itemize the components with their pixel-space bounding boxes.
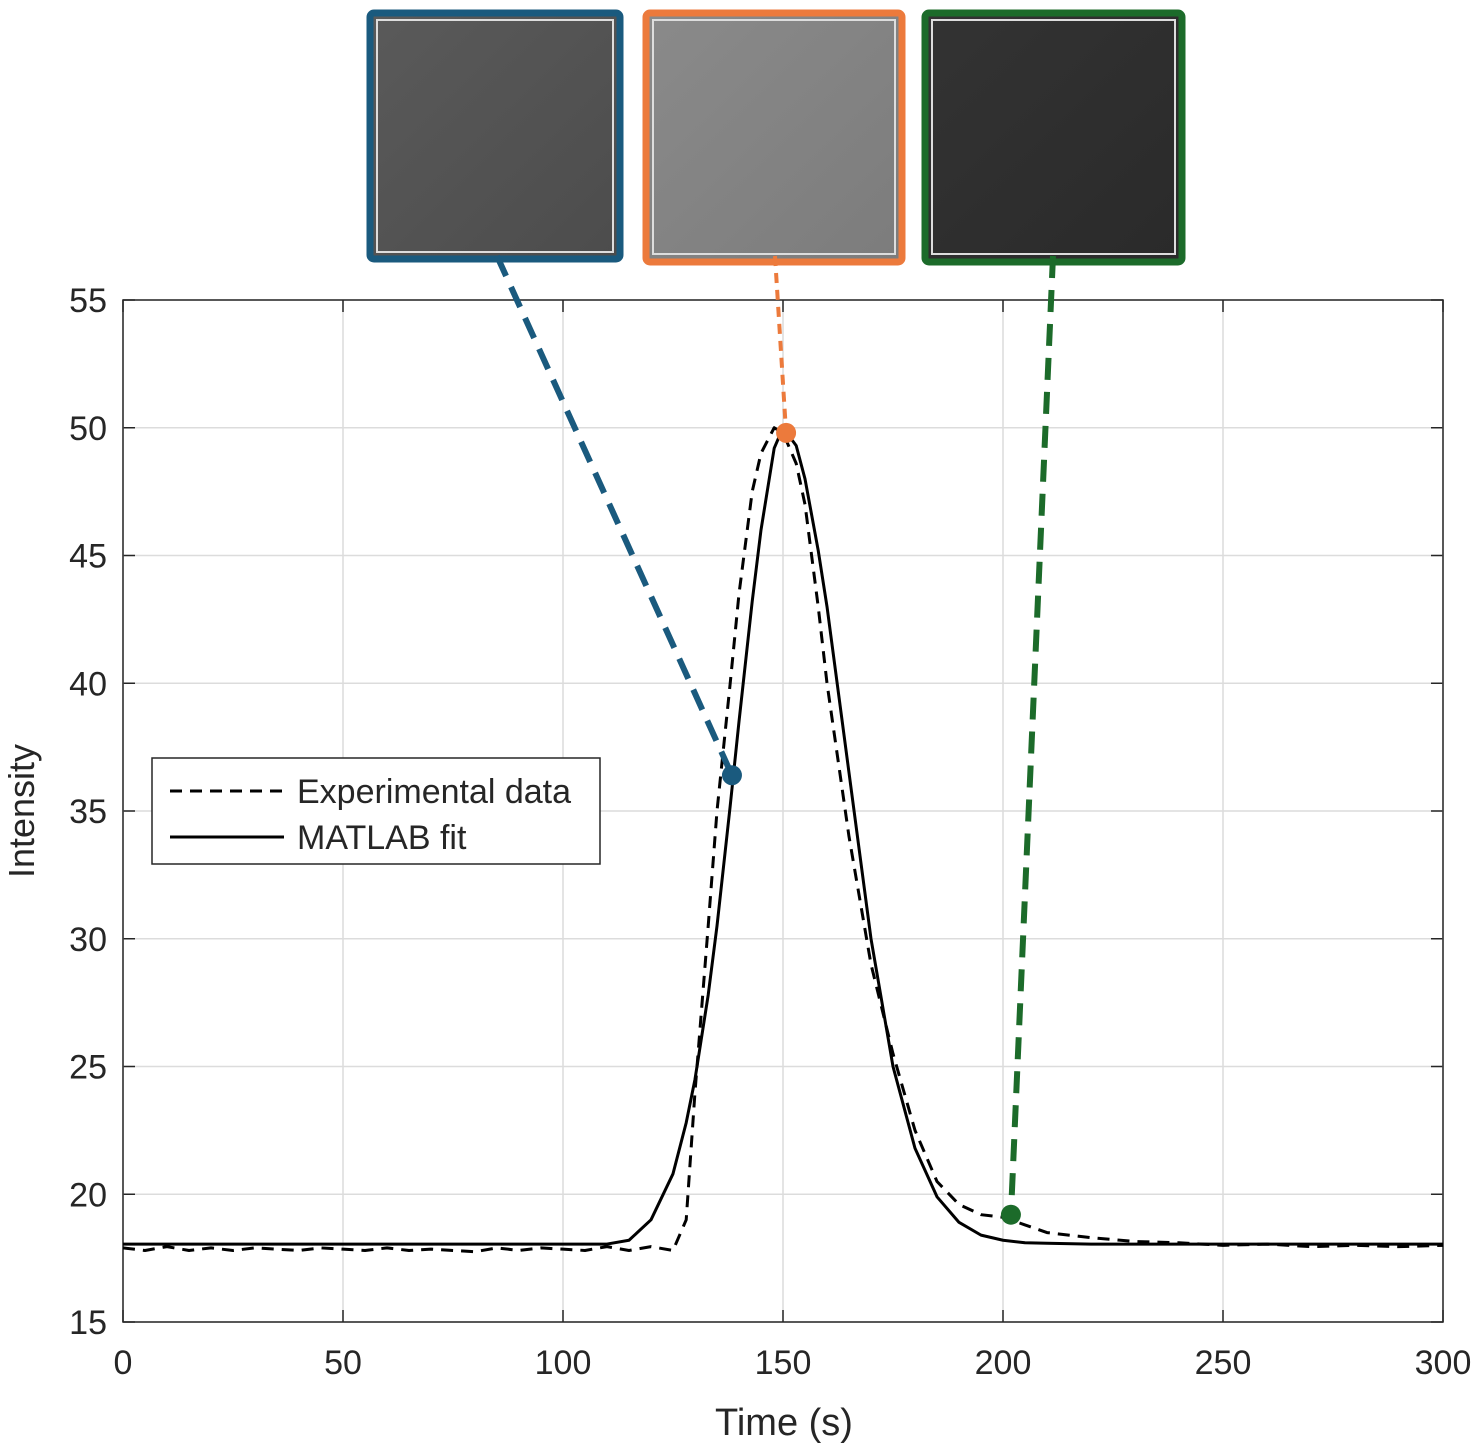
y-tick-label: 15 bbox=[69, 1304, 107, 1342]
y-tick-label: 40 bbox=[69, 665, 107, 703]
connector bbox=[773, 255, 789, 433]
x-tick-label: 300 bbox=[1415, 1344, 1472, 1382]
connector bbox=[494, 254, 735, 777]
x-axis-label: Time (s) bbox=[715, 1402, 853, 1444]
inset-frame bbox=[931, 19, 1176, 255]
x-tick-label: 0 bbox=[114, 1344, 133, 1382]
y-tick-label: 55 bbox=[69, 282, 107, 320]
y-tick-label: 25 bbox=[69, 1049, 107, 1087]
y-tick-label: 35 bbox=[69, 793, 107, 831]
series-line bbox=[123, 426, 1443, 1246]
y-tick-label: 45 bbox=[69, 538, 107, 576]
inset-image bbox=[366, 9, 624, 263]
inset-frame bbox=[652, 19, 896, 255]
inset-image bbox=[642, 9, 906, 266]
y-tick-label: 30 bbox=[69, 921, 107, 959]
inset-frame bbox=[376, 19, 614, 253]
legend-box bbox=[151, 757, 601, 865]
connector bbox=[1007, 255, 1056, 1215]
legend-label: Experimental data bbox=[297, 773, 571, 811]
y-axis-label: Intensity bbox=[1, 744, 42, 878]
x-tick-label: 100 bbox=[535, 1344, 592, 1382]
y-tick-label: 50 bbox=[69, 410, 107, 448]
insets bbox=[366, 9, 1186, 266]
highlight-point bbox=[721, 765, 742, 786]
plot-frame bbox=[122, 299, 1444, 1323]
x-tick-label: 250 bbox=[1195, 1344, 1252, 1382]
x-tick-label: 200 bbox=[975, 1344, 1032, 1382]
legend-label: MATLAB fit bbox=[297, 819, 467, 857]
highlight-point bbox=[776, 422, 797, 443]
inset-image bbox=[921, 9, 1186, 266]
x-tick-label: 50 bbox=[324, 1344, 362, 1382]
highlight-point bbox=[1000, 1204, 1021, 1225]
y-tick-label: 20 bbox=[69, 1176, 107, 1214]
x-tick-label: 150 bbox=[755, 1344, 812, 1382]
